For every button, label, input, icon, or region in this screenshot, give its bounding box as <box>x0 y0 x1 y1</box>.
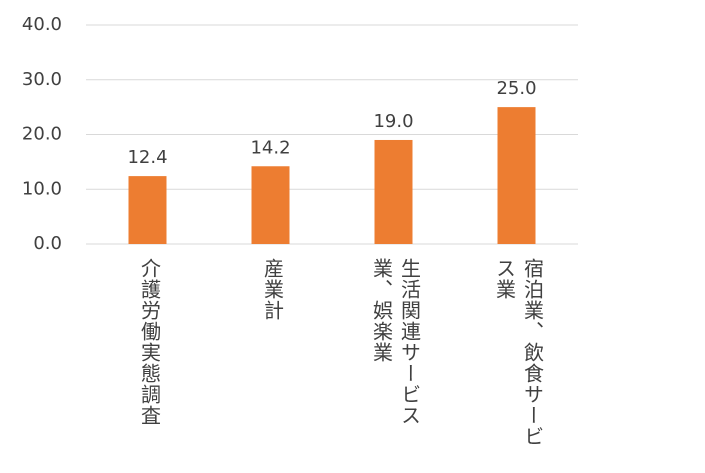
bar <box>374 139 413 244</box>
x-tick-label: 産業計 <box>260 258 285 321</box>
x-tick-label: 生活関連サービス業、娯楽業 <box>369 258 422 426</box>
bar <box>497 107 536 244</box>
data-label: 12.4 <box>127 147 167 168</box>
y-tick-label: 20.0 <box>22 124 62 145</box>
data-label: 25.0 <box>496 78 536 99</box>
bar <box>128 176 167 244</box>
y-tick-label: 10.0 <box>22 178 62 199</box>
y-tick-label: 40.0 <box>22 14 62 35</box>
data-label: 19.0 <box>373 111 413 132</box>
y-tick-label: 30.0 <box>22 69 62 90</box>
x-tick-label: 宿泊業、飲食サービス業 <box>492 258 545 447</box>
y-tick-label: 0.0 <box>33 233 62 254</box>
x-tick-label: 介護労働実態調査 <box>137 258 162 426</box>
data-label: 14.2 <box>250 137 290 158</box>
bar <box>251 166 290 244</box>
